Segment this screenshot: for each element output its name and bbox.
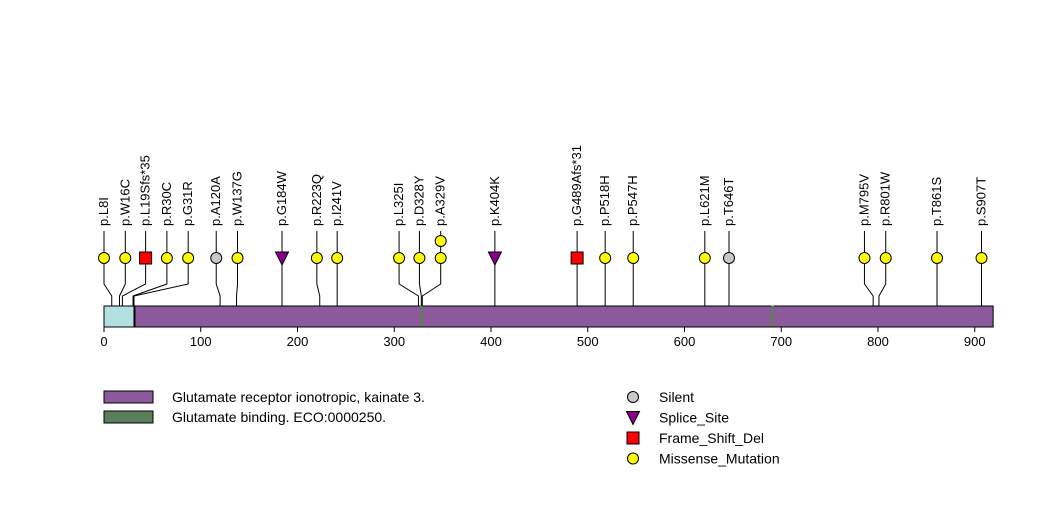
- mutation-marker-1: [119, 252, 132, 264]
- legend: Glutamate receptor ionotropic, kainate 3…: [103, 389, 780, 467]
- mutation-label-9: p.I241V: [329, 181, 344, 226]
- mutation-label-12: p.A329V: [433, 176, 448, 226]
- mutation-label-10: p.L325I: [391, 183, 406, 226]
- mutation-label-11: p.D328Y: [411, 175, 426, 226]
- mutation-marker-4: [182, 252, 195, 264]
- mutation-marker-12: [434, 252, 447, 264]
- mutation-marker-7: [274, 251, 290, 267]
- tick-label-8: 800: [867, 334, 889, 349]
- mutation-marker-6: [231, 252, 244, 264]
- mutation-label-0: p.L8I: [96, 197, 111, 226]
- legend-mutation-marker-3: [627, 452, 639, 465]
- mutation-marker-10: [393, 252, 406, 264]
- mutation-marker-5: [210, 252, 223, 264]
- mutation-marker-14: [570, 251, 584, 265]
- tick-label-6: 600: [674, 334, 696, 349]
- tick-label-0: 0: [100, 334, 107, 349]
- mutation-marker-20: [879, 252, 892, 264]
- tick-label-7: 700: [770, 334, 792, 349]
- mutation-label-22: p.S907T: [974, 177, 989, 226]
- domain-1: [419, 305, 423, 328]
- stem-5: [215, 258, 221, 306]
- legend-domain-label-0: Glutamate receptor ionotropic, kainate 3…: [172, 389, 425, 405]
- tick-label-5: 500: [577, 334, 599, 349]
- mutation-marker-9: [331, 252, 344, 264]
- mutation-label-20: p.R801W: [878, 171, 893, 226]
- mutation-label-6: p.W137G: [230, 171, 245, 226]
- protein-backbone: [103, 305, 994, 328]
- mutation-marker-19: [858, 252, 871, 264]
- tick-label-9: 900: [964, 334, 986, 349]
- stem-3: [132, 258, 168, 306]
- legend-mutation-label-0: Silent: [659, 389, 694, 405]
- mutation-marker-2: [139, 251, 153, 265]
- tick-label-3: 300: [383, 334, 405, 349]
- legend-mutation-marker-0: [627, 391, 639, 403]
- mutation-label-2: p.L19Sfs*35: [138, 155, 153, 226]
- legend-mutation-marker-1: [625, 411, 641, 426]
- mutation-marker-8: [310, 252, 323, 264]
- legend-domain-label-1: Glutamate binding. ECO:0000250.: [172, 409, 386, 425]
- mutation-label-13: p.K404K: [487, 176, 502, 226]
- stem-10: [398, 258, 419, 306]
- mutation-marker-21: [931, 252, 944, 264]
- legend-domain-swatch-1: [103, 410, 154, 424]
- mutation-label-7: p.G184W: [274, 170, 289, 226]
- mutation-labels: p.L8I p.W16C p.L19Sfs*35 p.R30C p.G31R p.A120…: [96, 145, 989, 226]
- legend-mutation-label-1: Splice_Site: [659, 410, 729, 426]
- mutation-label-19: p.M795V: [856, 174, 871, 226]
- mutation-label-16: p.P547H: [625, 175, 640, 226]
- tick-label-4: 400: [480, 334, 502, 349]
- x-axis: 0 100 200 300 400 500 600 700 800 900: [100, 326, 994, 349]
- stem-11: [418, 258, 422, 306]
- stem-8: [316, 258, 321, 306]
- mutation-marker-16: [627, 252, 640, 264]
- mutation-marker-18: [723, 252, 736, 264]
- mutation-label-1: p.W16C: [117, 179, 132, 226]
- tick-label-1: 100: [190, 334, 212, 349]
- stem-20: [878, 258, 887, 306]
- mutation-label-17: p.L621M: [697, 175, 712, 226]
- mutation-marker-13: [487, 251, 503, 267]
- legend-mutation-marker-2: [626, 431, 640, 445]
- mutation-label-18: p.T646T: [721, 178, 736, 226]
- mutation-label-8: p.R223Q: [309, 174, 324, 226]
- mutation-marker-11: [413, 252, 426, 264]
- stem-2: [121, 258, 147, 306]
- mutation-marker-3: [160, 252, 173, 264]
- legend-mutation-label-3: Missense_Mutation: [659, 451, 780, 467]
- mutation-marker-12-1: [434, 235, 447, 247]
- mutation-label-15: p.P518H: [597, 175, 612, 226]
- domain-0: [134, 305, 994, 328]
- stem-6: [236, 258, 239, 306]
- mutation-label-4: p.G31R: [180, 181, 195, 226]
- mutation-label-14: p.G489Afs*31: [569, 145, 584, 226]
- domain-2: [771, 305, 775, 328]
- stem-19: [863, 258, 874, 306]
- mutation-marker-0: [98, 252, 110, 264]
- stem-4: [133, 258, 189, 306]
- mutation-label-21: p.T861S: [929, 177, 944, 226]
- mutation-label-3: p.R30C: [159, 182, 174, 226]
- mutation-marker-15: [599, 252, 612, 264]
- stem-12: [421, 258, 442, 306]
- mutation-label-5: p.A120A: [208, 176, 223, 226]
- tick-label-2: 200: [287, 334, 309, 349]
- legend-domain-swatch-0: [103, 390, 154, 404]
- stem-0: [103, 258, 113, 306]
- mutation-markers: [98, 235, 988, 267]
- signal-region: [103, 305, 135, 328]
- mutation-stems: [103, 231, 983, 306]
- legend-mutation-label-2: Frame_Shift_Del: [659, 430, 764, 446]
- mutation-marker-22: [975, 252, 988, 264]
- stem-1: [118, 258, 126, 306]
- mutation-marker-17: [698, 252, 711, 264]
